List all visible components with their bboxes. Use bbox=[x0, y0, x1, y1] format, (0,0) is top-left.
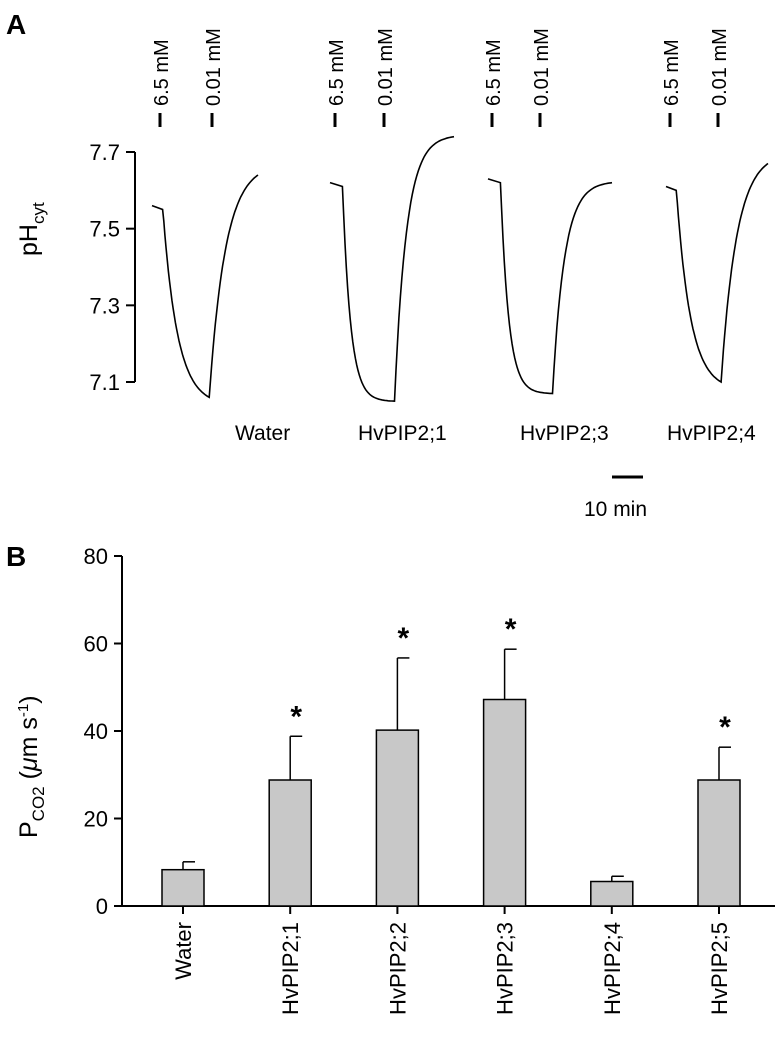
panel-a-y-tick-label: 7.3 bbox=[89, 293, 120, 318]
panel-b-y-axis-label: PCO2 (μm s-1) bbox=[15, 695, 48, 838]
bar bbox=[375, 729, 420, 907]
panel-a-y-label-main: pH bbox=[15, 224, 43, 256]
addition-label: 6.5 mM bbox=[151, 39, 173, 106]
panel-b-letter: B bbox=[6, 541, 26, 572]
trace-label: Water bbox=[235, 422, 290, 445]
panel-b-x-tick-label: HvPIP2;1 bbox=[278, 922, 303, 1015]
panel-b-y-label-paren-open: ( bbox=[15, 770, 43, 786]
panel-a-annotations: 6.5 mM 0.01 mM 6.5 mM 0.01 mM 6.5 mM 0.01 mM 6… bbox=[151, 28, 731, 127]
scale-bar-label: 10 min bbox=[584, 498, 647, 521]
addition-label: 0.01 mM bbox=[203, 28, 225, 106]
panel-b-y-label-sub: CO2 bbox=[29, 786, 48, 821]
significance-marker: * bbox=[290, 700, 302, 733]
panel-b-x-tick-label: HvPIP2;3 bbox=[493, 922, 518, 1015]
panel-b-y-tick-label: 20 bbox=[84, 807, 108, 832]
ph-trace bbox=[151, 174, 259, 399]
addition-label: 6.5 mM bbox=[483, 39, 505, 106]
significance-marker: * bbox=[505, 613, 517, 646]
panel-a-y-tick-label: 7.5 bbox=[89, 217, 120, 242]
panel-b-y-ticks: 0 20 40 60 80 bbox=[84, 544, 122, 919]
trace-label: HvPIP2;3 bbox=[520, 422, 609, 445]
panel-a-trace-labels: Water HvPIP2;1 HvPIP2;3 HvPIP2;4 bbox=[235, 422, 756, 445]
panel-b-y-tick-label: 0 bbox=[96, 894, 108, 919]
addition-label: 6.5 mM bbox=[661, 39, 683, 106]
panel-b-bars: * * * * bbox=[161, 613, 741, 907]
panel-b-y-label-main: P bbox=[15, 821, 43, 838]
significance-marker: * bbox=[719, 711, 731, 744]
panel-a-y-ticks: 7.1 7.3 7.5 7.7 bbox=[89, 140, 135, 395]
panel-a-y-tick-label: 7.1 bbox=[89, 370, 120, 395]
panel-b-y-tick-label: 40 bbox=[84, 719, 108, 744]
bar bbox=[590, 880, 634, 907]
panel-a: A pHcyt 7.17.37.57.7 6.5 mM 0.01 mM 6.5 mM… bbox=[6, 9, 769, 521]
panel-b-y-label-mu: μ bbox=[15, 757, 43, 772]
addition-label: 0.01 mM bbox=[709, 28, 731, 106]
addition-label: 6.5 mM bbox=[326, 39, 348, 106]
trace-label: HvPIP2;1 bbox=[358, 422, 447, 445]
ph-trace bbox=[329, 135, 455, 403]
panel-a-y-axis-label: pHcyt bbox=[15, 202, 48, 256]
bar bbox=[161, 868, 205, 907]
panel-b-x-tick-label: HvPIP2;4 bbox=[600, 922, 625, 1015]
panel-b-x-tick-label: Water bbox=[171, 922, 196, 980]
panel-b: B PCO2 (μm s-1) 0 20 40 60 80 * * * * Water HvPI… bbox=[6, 541, 775, 1015]
ph-trace bbox=[487, 178, 613, 395]
panel-b-y-label-sup: -1 bbox=[15, 704, 32, 717]
panel-b-y-tick-label: 80 bbox=[84, 544, 108, 569]
panel-b-x-tick-label: HvPIP2;5 bbox=[707, 922, 732, 1015]
bar bbox=[482, 698, 527, 907]
addition-label: 0.01 mM bbox=[531, 28, 553, 106]
panel-a-letter: A bbox=[6, 9, 26, 40]
trace-label: HvPIP2;4 bbox=[667, 422, 756, 445]
addition-label: 0.01 mM bbox=[375, 28, 397, 106]
panel-b-x-ticks: Water HvPIP2;1 HvPIP2;2 HvPIP2;3 HvPIP2;4 HvP… bbox=[171, 906, 732, 1015]
panel-b-y-tick-label: 60 bbox=[84, 632, 108, 657]
panel-a-traces bbox=[151, 135, 769, 403]
significance-marker: * bbox=[398, 622, 410, 655]
panel-b-y-label-unit: m s bbox=[15, 717, 43, 757]
bar bbox=[268, 779, 312, 907]
ph-trace bbox=[665, 162, 769, 384]
bar bbox=[697, 779, 741, 907]
panel-b-y-label-paren-close: ) bbox=[15, 695, 43, 703]
panel-b-x-tick-label: HvPIP2;2 bbox=[385, 922, 410, 1015]
panel-a-y-tick-label: 7.7 bbox=[89, 140, 120, 165]
panel-a-y-label-sub: cyt bbox=[29, 202, 48, 224]
